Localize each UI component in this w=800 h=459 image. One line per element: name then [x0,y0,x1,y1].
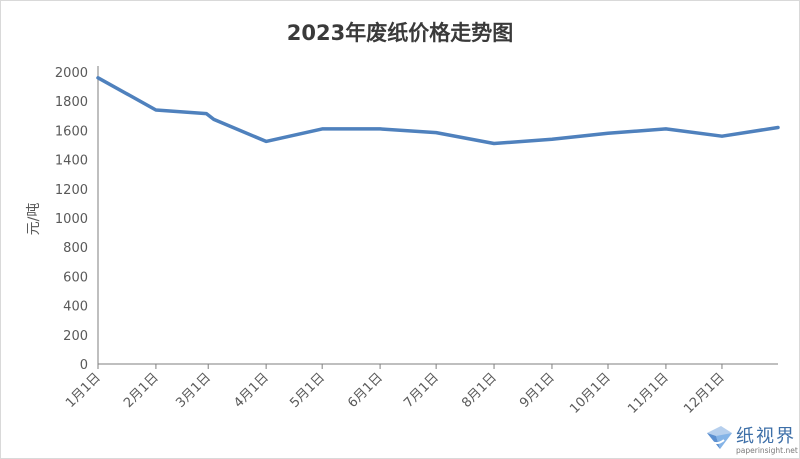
x-tick-label: 5月1日 [287,370,328,411]
y-tick-label: 1600 [55,124,88,139]
y-tick-label: 0 [80,358,88,373]
y-tick-label: 1000 [55,212,88,227]
y-tick-label: 1200 [55,183,88,198]
x-tick-label: 1月1日 [63,370,104,411]
x-tick-label: 8月1日 [459,370,500,411]
x-tick-label: 9月1日 [517,370,558,411]
x-tick-label: 7月1日 [401,370,442,411]
x-tick-label: 4月1日 [231,370,272,411]
y-tick-label: 600 [63,270,88,285]
watermark-url: paperinsight.net [736,446,798,455]
watermark-brand-name: 纸视界 [736,426,796,447]
x-tick-label: 10月1日 [567,370,614,417]
x-tick-label: 12月1日 [681,370,728,417]
chart-title: 2023年废纸价格走势图 [287,21,513,45]
y-tick-label: 400 [63,300,88,315]
x-tick-label: 11月1日 [625,370,672,417]
y-tick-label: 1800 [55,95,88,110]
y-tick-label: 2000 [55,66,88,81]
watermark-logo: 纸视界 paperinsight.net [700,420,800,459]
x-tick-label: 6月1日 [345,370,386,411]
paper-fold-logo-icon [707,426,732,449]
y-axis-label: 元/吨 [26,203,42,236]
price-series-line [96,76,780,146]
y-tick-label: 1400 [55,154,88,169]
y-tick-label: 200 [63,329,88,344]
y-tick-label: 800 [63,241,88,256]
x-tick-label: 3月1日 [173,370,214,411]
x-tick-label: 2月1日 [121,370,162,411]
plot-area: 0 200 400 600 800 1000 1200 1400 1600 1800 2000 1月1… [55,66,780,417]
